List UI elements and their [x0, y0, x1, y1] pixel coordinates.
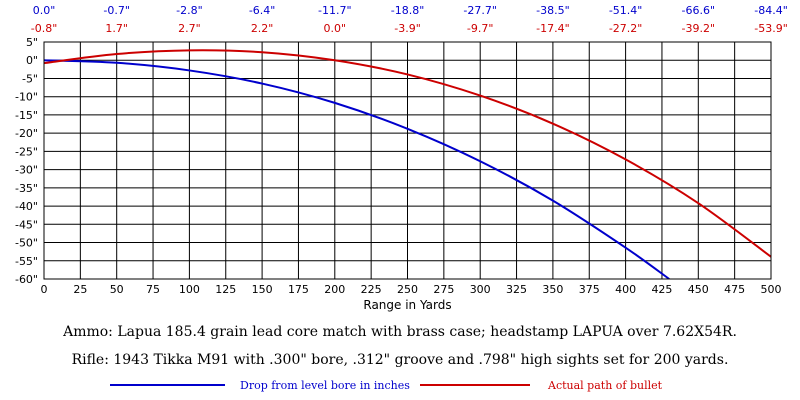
x-tick-label: 200 [324, 283, 345, 296]
top-label-drop: -0.7" [103, 4, 130, 17]
top-label-drop: -11.7" [318, 4, 352, 17]
y-tick-label: -5" [22, 72, 38, 85]
x-tick-label: 125 [215, 283, 236, 296]
x-tick-label: 50 [110, 283, 124, 296]
x-tick-label: 75 [146, 283, 160, 296]
top-label-path: 0.0" [324, 22, 347, 35]
x-tick-label: 175 [288, 283, 309, 296]
top-label-path: -17.4" [536, 22, 570, 35]
top-label-drop: 0.0" [33, 4, 56, 17]
x-tick-label: 275 [433, 283, 454, 296]
top-label-drop: -18.8" [391, 4, 425, 17]
top-label-path: 2.7" [178, 22, 201, 35]
top-label-drop: -6.4" [249, 4, 276, 17]
y-tick-label: -15" [15, 109, 38, 122]
top-label-path: -9.7" [467, 22, 494, 35]
legend-label-drop: Drop from level bore in inches [240, 379, 410, 392]
y-tick-label: 0" [26, 54, 38, 67]
x-tick-label: 250 [397, 283, 418, 296]
x-tick-label: 25 [73, 283, 87, 296]
top-label-drop: -66.6" [682, 4, 716, 17]
top-label-path: -27.2" [609, 22, 643, 35]
x-tick-label: 500 [761, 283, 782, 296]
top-label-path: 2.2" [251, 22, 274, 35]
top-value-labels: 0.0" -0.8" -0.7" 1.7" -2.8" 2.7" -6.4" 2.2" -11.… [31, 4, 788, 35]
x-tick-label: 375 [579, 283, 600, 296]
top-label-path: 1.7" [105, 22, 128, 35]
y-tick-label: -25" [15, 145, 38, 158]
y-axis-ticks: 5" 0" -5" -10" -15" -20" -25" -30" -35" -40" -45" -… [15, 36, 38, 286]
y-tick-label: -40" [15, 200, 38, 213]
x-tick-label: 225 [361, 283, 382, 296]
legend: Drop from level bore in inches Actual pa… [110, 379, 663, 392]
y-tick-label: -35" [15, 182, 38, 195]
series-lines [44, 49, 771, 279]
y-tick-label: -20" [15, 127, 38, 140]
x-tick-label: 475 [724, 283, 745, 296]
x-tick-label: 325 [506, 283, 527, 296]
y-tick-label: -60" [15, 273, 38, 286]
series-line-drop [44, 59, 670, 279]
rifle-caption: Rifle: 1943 Tikka M91 with .300" bore, .… [72, 352, 729, 368]
x-tick-label: 450 [688, 283, 709, 296]
series-line-path [44, 49, 771, 258]
x-axis-ticks: 0 25 50 75 100 125 150 175 200 225 250 275 300 325 350… [41, 283, 782, 296]
x-tick-label: 0 [41, 283, 48, 296]
top-label-path: -0.8" [31, 22, 58, 35]
x-tick-label: 300 [470, 283, 491, 296]
top-label-drop: -27.7" [463, 4, 497, 17]
x-tick-label: 400 [615, 283, 636, 296]
x-tick-label: 425 [651, 283, 672, 296]
x-tick-label: 100 [179, 283, 200, 296]
y-tick-label: 5" [26, 36, 38, 49]
x-tick-label: 350 [542, 283, 563, 296]
x-axis-title: Range in Yards [363, 298, 451, 312]
top-label-drop: -38.5" [536, 4, 570, 17]
grid [43, 41, 772, 280]
x-tick-label: 150 [252, 283, 273, 296]
y-tick-label: -55" [15, 255, 38, 268]
top-label-path: -53.9" [754, 22, 788, 35]
top-label-drop: -51.4" [609, 4, 643, 17]
plot-frame [43, 41, 772, 280]
legend-label-path: Actual path of bullet [547, 379, 663, 392]
y-tick-label: -45" [15, 218, 38, 231]
y-tick-label: -30" [15, 164, 38, 177]
top-label-drop: -84.4" [754, 4, 788, 17]
y-tick-label: -10" [15, 91, 38, 104]
y-tick-label: -50" [15, 237, 38, 250]
top-label-drop: -2.8" [176, 4, 203, 17]
ammo-caption: Ammo: Lapua 185.4 grain lead core match … [62, 324, 737, 340]
top-label-path: -39.2" [682, 22, 716, 35]
top-label-path: -3.9" [394, 22, 421, 35]
